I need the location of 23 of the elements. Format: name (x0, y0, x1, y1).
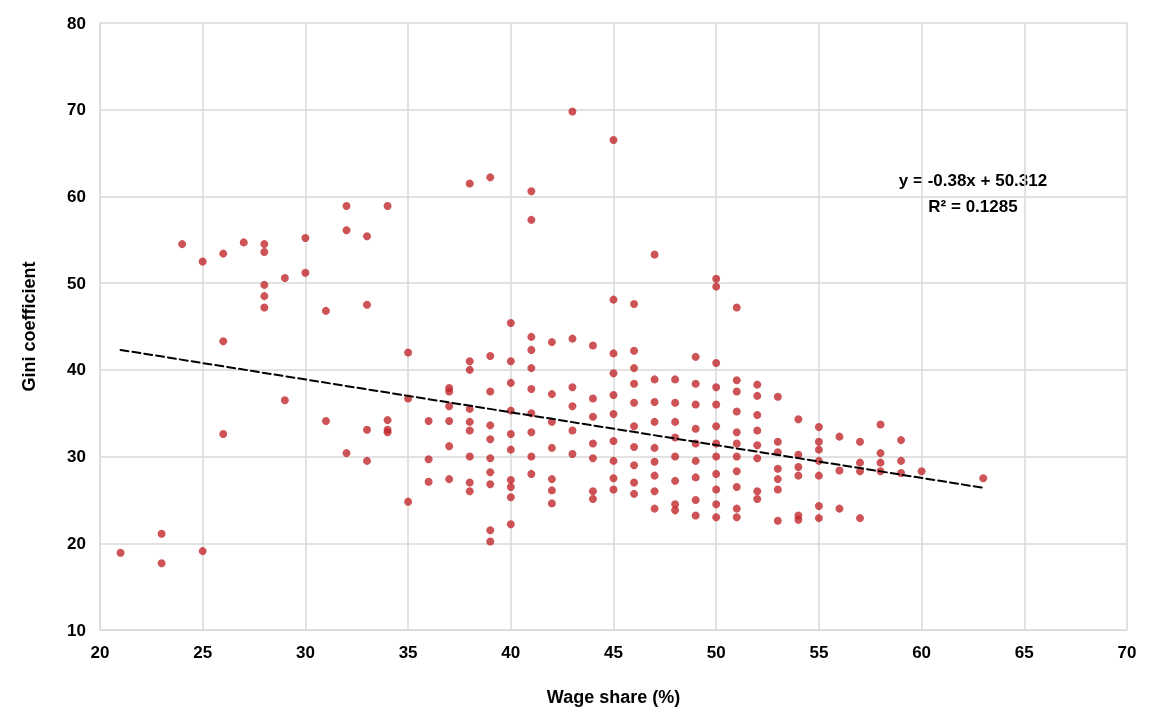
y-tick-label: 80 (67, 13, 86, 33)
x-axis-title: Wage share (%) (546, 687, 681, 707)
y-tick-label: 20 (67, 533, 86, 553)
x-tick-label: 25 (193, 643, 213, 662)
y-tick-label: 10 (67, 620, 86, 640)
x-tick-label: 50 (706, 643, 726, 662)
annotation: y = -0.38x + 50.312 (898, 170, 1048, 190)
x-tick-label: 65 (1014, 643, 1034, 662)
x-tick-label: 70 (1117, 643, 1137, 662)
y-tick-label: 70 (67, 100, 86, 120)
x-tick-label: 45 (604, 643, 623, 662)
y-tick-label: 40 (67, 360, 86, 380)
y-tick-label: 30 (67, 447, 86, 467)
x-tick-label: 40 (501, 643, 521, 662)
y-tick-label: 50 (67, 273, 86, 293)
x-tick-label: 30 (295, 643, 315, 662)
y-axis-title: Gini coefficient (19, 261, 39, 392)
x-tick-label: 55 (809, 643, 829, 662)
x-tick-label: 35 (398, 643, 418, 662)
x-tick-label: 20 (90, 643, 110, 662)
annotation: R² = 0.1285 (928, 196, 1018, 216)
y-tick-label: 60 (67, 186, 86, 206)
x-tick-label: 60 (912, 643, 932, 662)
